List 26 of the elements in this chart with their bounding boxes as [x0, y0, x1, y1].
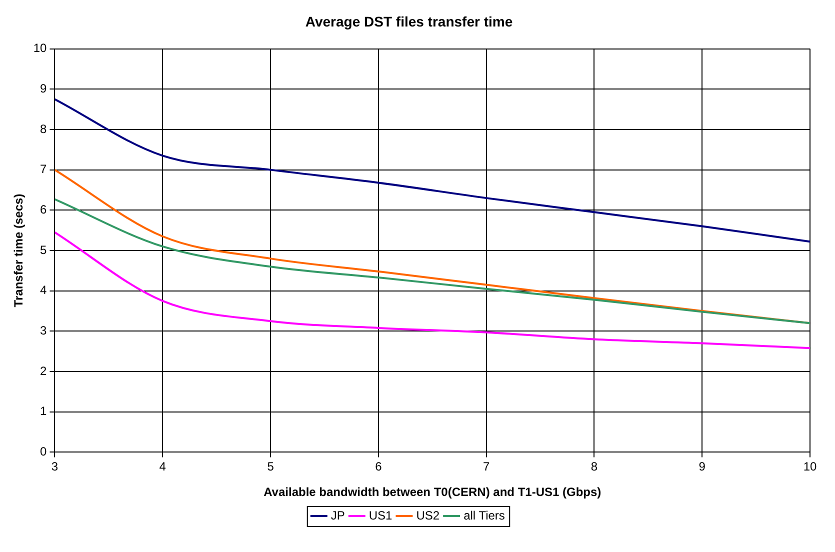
y-tick-label: 8 [40, 122, 48, 136]
y-tick-label: 1 [40, 404, 48, 418]
legend-label: US2 [416, 508, 440, 522]
x-tick-label: 7 [482, 460, 490, 474]
x-tick-label: 10 [803, 460, 817, 474]
y-tick-label: 5 [40, 242, 48, 257]
legend-label: JP [330, 508, 345, 522]
y-tick-label: 2 [40, 364, 48, 378]
x-tick-label: 9 [698, 460, 706, 474]
x-axis-title: Available bandwidth between T0(CERN) and T1-US1 (Gbps) [264, 485, 602, 500]
x-tick-label: 6 [375, 460, 382, 474]
y-tick-label: 7 [40, 162, 48, 176]
y-tick-label: 0 [40, 444, 48, 459]
legend-label: US1 [368, 508, 393, 522]
x-tick-label: 3 [51, 460, 58, 474]
y-tick-label: 4 [40, 283, 48, 298]
y-tick-label: 9 [40, 81, 48, 96]
chart-title: Average DST files transfer time [305, 13, 513, 30]
y-tick-label: 6 [40, 202, 48, 216]
legend-label: all Tiers [464, 508, 505, 522]
x-tick-label: 4 [159, 460, 166, 474]
x-tick-label: 8 [590, 460, 598, 474]
y-tick-label: 3 [40, 323, 48, 338]
y-axis-title: Transfer time (secs) [12, 194, 26, 308]
y-tick-label: 10 [33, 41, 48, 56]
x-tick-label: 5 [267, 460, 274, 474]
